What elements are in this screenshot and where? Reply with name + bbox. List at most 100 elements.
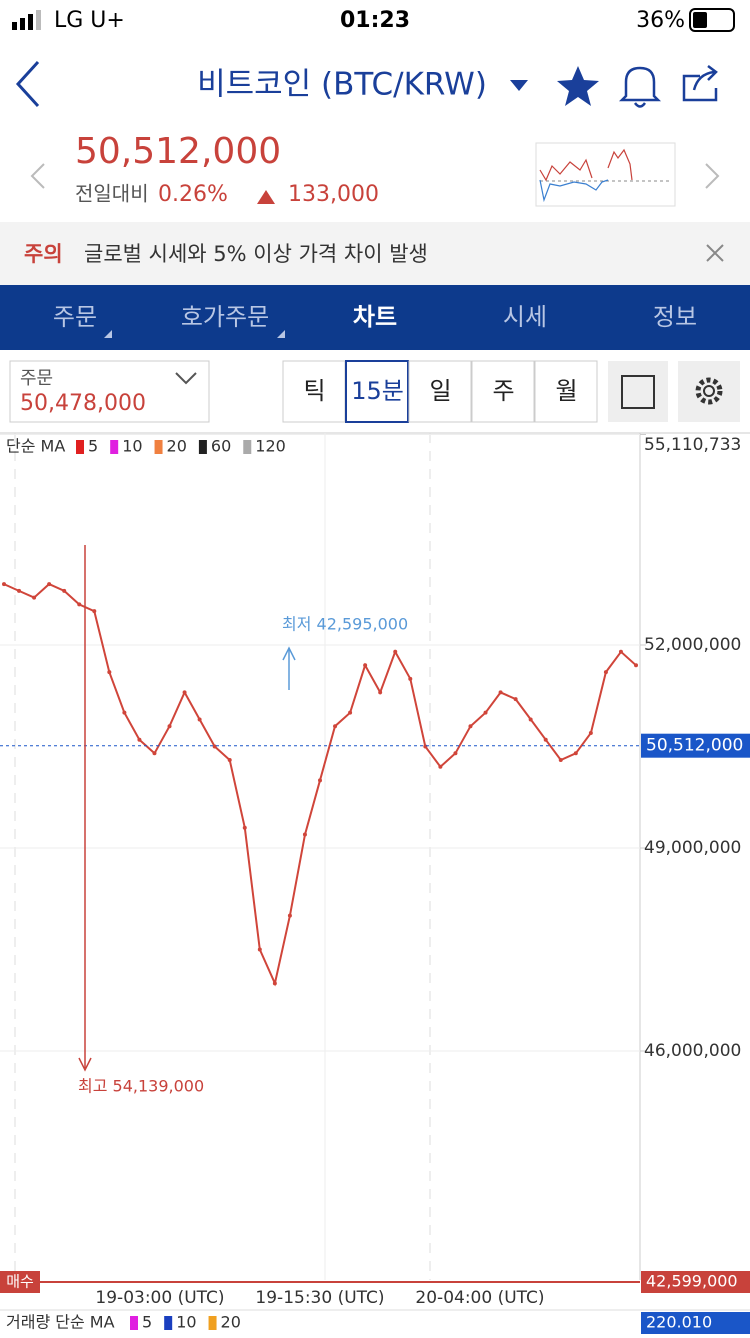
ma-label: 단순 MA <box>6 437 65 456</box>
price-point <box>302 832 307 837</box>
price-point <box>257 947 262 952</box>
price-point <box>438 764 443 769</box>
period-btn[interactable] <box>534 360 598 423</box>
y-tick-label: 49,000,000 <box>644 838 741 858</box>
mini-chart <box>535 142 676 207</box>
order-dropdown[interactable] <box>175 372 197 385</box>
vma-swatch <box>164 1316 173 1330</box>
next[interactable] <box>705 163 720 189</box>
price-point <box>363 663 368 668</box>
draw-btn[interactable] <box>608 361 668 422</box>
current-label: 50,512,000 <box>646 736 743 756</box>
order-box[interactable] <box>9 360 210 423</box>
carrier: LG U+ <box>54 8 125 33</box>
tab[interactable]: 차트 <box>353 303 397 331</box>
period-label: 월 <box>555 377 577 405</box>
price-point <box>167 724 172 729</box>
period-btn[interactable] <box>471 360 535 423</box>
price-point <box>272 981 277 986</box>
price-point <box>513 697 518 702</box>
price-point <box>558 758 563 763</box>
x-label: 20-04:00 (UTC) <box>415 1288 544 1308</box>
price-point <box>32 595 37 600</box>
price-point <box>573 751 578 756</box>
buy-price-tag <box>641 1271 750 1293</box>
change-pct: 0.26% <box>158 182 228 207</box>
buy-tag <box>0 1271 40 1293</box>
price-point <box>603 670 608 675</box>
notice-bar <box>0 222 750 285</box>
y-tick-label: 52,000,000 <box>644 635 741 655</box>
tab[interactable]: 주문 <box>53 303 97 331</box>
price-line <box>3 582 637 987</box>
ma-name: 10 <box>122 437 142 456</box>
y-tick-label: 46,000,000 <box>644 1041 741 1061</box>
price-point <box>92 609 97 614</box>
price-point <box>588 730 593 735</box>
price: 50,512,000 <box>75 131 281 172</box>
ma-swatch <box>154 440 163 454</box>
price-point <box>47 582 52 587</box>
mini-down <box>539 179 609 203</box>
price-point <box>62 588 67 593</box>
buy-price: 42,599,000 <box>646 1272 738 1291</box>
ma-swatch <box>76 440 84 454</box>
change: 133,000 <box>288 182 379 207</box>
price-point <box>77 602 82 607</box>
price-point <box>152 751 157 756</box>
tab[interactable]: 시세 <box>503 303 547 331</box>
tab[interactable]: 호가주문 <box>181 303 269 331</box>
vma-name: 5 <box>142 1313 152 1332</box>
period-label: 15분 <box>351 377 404 405</box>
period-btn[interactable] <box>408 360 472 423</box>
vma-name: 10 <box>176 1313 196 1332</box>
price-point <box>378 690 383 695</box>
share[interactable] <box>682 65 718 102</box>
buy-label: 매수 <box>6 1273 34 1291</box>
tab-marker <box>104 330 112 338</box>
prev[interactable] <box>30 163 45 189</box>
tab-marker <box>277 330 285 338</box>
price-point <box>423 744 428 749</box>
settings-btn[interactable] <box>678 361 740 422</box>
battery <box>689 8 735 32</box>
price-point <box>287 913 292 918</box>
tab-bar <box>0 285 750 350</box>
price-point <box>197 717 202 722</box>
clock: 01:23 <box>340 8 410 33</box>
price-point <box>182 690 187 695</box>
notice-text: 글로벌 시세와 5% 이상 가격 차이 발생 <box>84 242 428 266</box>
price-point <box>333 724 338 729</box>
dropdown[interactable] <box>510 80 528 91</box>
notice-tag: 주의 <box>24 242 63 266</box>
high-label: 최고 54,139,000 <box>78 1077 204 1096</box>
alarm[interactable] <box>618 66 662 108</box>
title[interactable]: 비트코인 (BTC/KRW) <box>197 67 487 103</box>
close[interactable] <box>706 244 724 262</box>
price-point <box>242 825 247 830</box>
favorite[interactable] <box>557 66 599 106</box>
back[interactable] <box>15 60 40 108</box>
price-point <box>212 744 217 749</box>
volume-value: 220.010 <box>646 1313 712 1332</box>
price-point <box>618 649 623 654</box>
low-arrow-head <box>282 646 296 661</box>
order-label: 주문 <box>20 368 53 389</box>
battery-level <box>693 12 707 28</box>
tab[interactable]: 정보 <box>653 303 697 331</box>
period-label: 일 <box>429 377 451 405</box>
period-btn[interactable] <box>345 360 409 423</box>
price-point <box>348 710 353 715</box>
price-point <box>408 676 413 681</box>
vma-swatch <box>130 1316 138 1330</box>
price-point <box>227 758 232 763</box>
low-label: 최저 42,595,000 <box>282 615 408 634</box>
price-point <box>483 710 488 715</box>
price-point <box>17 588 22 593</box>
ma-name: 5 <box>88 437 98 456</box>
battery-pct: 36% <box>636 8 685 33</box>
vma-name: 20 <box>221 1313 241 1332</box>
y-tick-label: 55,110,733 <box>644 435 741 455</box>
price-point <box>543 737 548 742</box>
price-point <box>498 690 503 695</box>
